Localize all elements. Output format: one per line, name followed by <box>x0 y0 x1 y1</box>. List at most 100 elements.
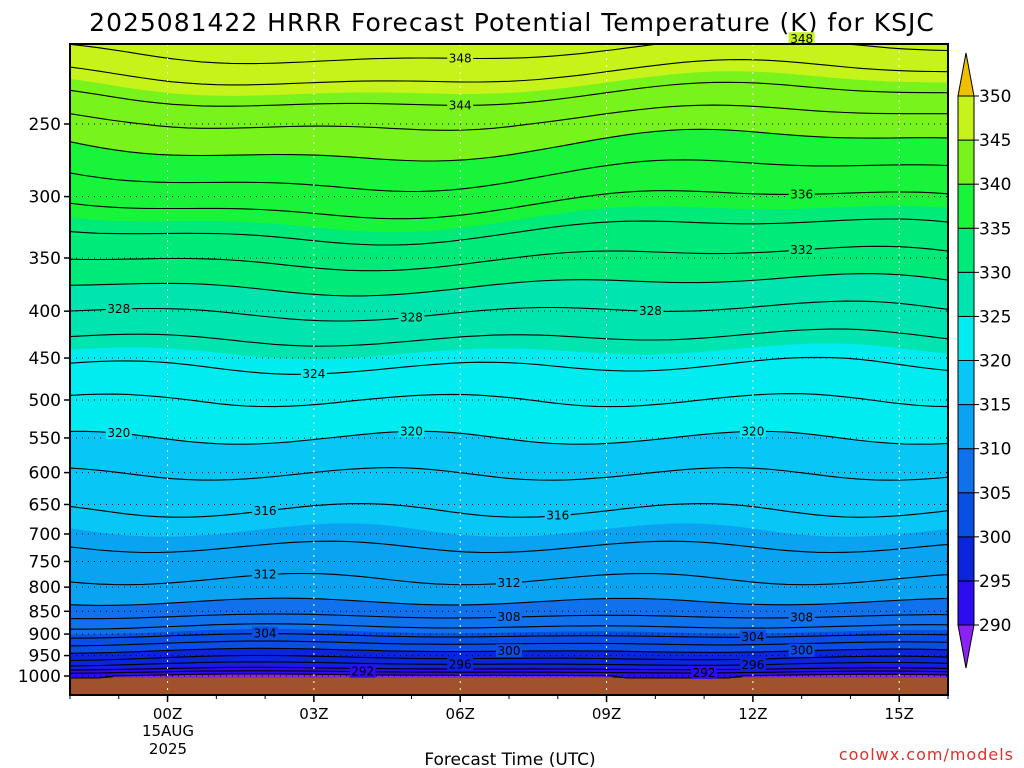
contour-label-bg-292-1 <box>691 665 718 679</box>
contour-298 <box>69 654 949 662</box>
contour-label-300-1: 300 <box>790 644 813 658</box>
contour-326 <box>69 328 949 347</box>
contour-324 <box>69 356 949 375</box>
contour-labels: 348 348 344 336 332 328 328 328 324 320 320 320 316 3… <box>105 32 815 680</box>
colorbar-label-315: 315 <box>979 396 1011 416</box>
contour-label-308-1: 308 <box>790 611 813 625</box>
colorbar-segment-315 <box>957 360 975 406</box>
contour-label-bg-300-1 <box>788 643 815 657</box>
y-tick-label-750: 750 <box>29 552 61 572</box>
colorbar-top-arrow <box>957 52 975 97</box>
contour-label-bg-320-2 <box>739 424 766 438</box>
axes: 250 300 350 400 450 500 550 600 650 700 750 800 850 9… <box>18 43 949 723</box>
contour-344 <box>69 81 948 107</box>
contour-label-344-0: 344 <box>449 98 472 112</box>
credit-text: coolwx.com/models <box>839 745 1014 764</box>
contour-label-292-1: 292 <box>693 666 716 680</box>
colorbar-segment-310 <box>957 404 975 450</box>
contour-label-bg-296-0 <box>447 657 474 671</box>
colorbar-label-345: 345 <box>979 131 1011 151</box>
y-tick-label-500: 500 <box>29 391 61 411</box>
contour-label-320-1: 320 <box>400 424 423 438</box>
contour-330 <box>69 273 949 297</box>
x-tick-label-12Z: 12Z <box>738 705 767 723</box>
contour-label-296-1: 296 <box>741 658 764 672</box>
colorbar-segment-300 <box>957 492 975 538</box>
contour-label-336-0: 336 <box>790 187 813 201</box>
colorbar-segment-345 <box>957 95 975 141</box>
contour-label-328-1: 328 <box>400 310 423 324</box>
contour-label-bg-328-0 <box>105 302 132 316</box>
contour-302 <box>69 640 949 647</box>
colorbar-segment-295 <box>957 536 975 582</box>
contour-label-bg-316-1 <box>544 508 571 522</box>
contour-310 <box>69 597 949 606</box>
contour-label-bg-304-0 <box>252 626 279 640</box>
y-tick-label-650: 650 <box>29 495 61 515</box>
contour-label-bg-328-1 <box>398 310 425 324</box>
contour-label-308-0: 308 <box>498 610 521 624</box>
y-tick-label-950: 950 <box>29 647 61 667</box>
x-tick-label-15Z: 15Z <box>885 705 914 723</box>
x-tick-label-03Z: 03Z <box>299 705 328 723</box>
contour-label-348-1: 348 <box>790 32 813 46</box>
y-tick-label-300: 300 <box>29 188 61 208</box>
theta-band-315 <box>69 431 949 537</box>
colorbar-label-340: 340 <box>979 175 1011 195</box>
ground-surface <box>70 677 948 695</box>
y-tick-label-1000: 1000 <box>18 667 61 687</box>
contour-label-320-0: 320 <box>107 426 130 440</box>
x-date-line1: 15AUG <box>142 722 194 740</box>
colorbar-segment-340 <box>957 139 975 185</box>
y-tick-label-550: 550 <box>29 429 61 449</box>
contour-306 <box>70 623 949 630</box>
contour-304 <box>69 633 949 639</box>
contour-label-bg-312-0 <box>252 567 279 581</box>
contour-label-bg-308-0 <box>496 610 522 624</box>
contour-292 <box>69 670 949 674</box>
contour-label-292-0: 292 <box>351 665 374 679</box>
contour-342 <box>69 104 948 131</box>
colorbar-label-350: 350 <box>979 87 1011 107</box>
contour-label-348-0: 348 <box>449 51 472 65</box>
contour-label-bg-316-0 <box>252 503 279 517</box>
contour-label-bg-304-1 <box>739 630 766 644</box>
colorbar-bottom-arrow <box>957 624 975 669</box>
colorbar-label-310: 310 <box>979 440 1011 460</box>
colorbar-segment-320 <box>957 315 975 361</box>
contour-label-bg-308-1 <box>788 610 815 624</box>
colorbar-label-330: 330 <box>979 263 1011 283</box>
colorbar-label-335: 335 <box>979 219 1011 239</box>
contour-290 <box>70 673 949 679</box>
contour-label-bg-296-1 <box>739 657 766 671</box>
contour-label-316-0: 316 <box>254 504 277 518</box>
contour-334 <box>69 218 949 246</box>
colorbar-label-295: 295 <box>979 572 1011 592</box>
contour-label-bg-328-2 <box>637 304 664 318</box>
y-tick-label-800: 800 <box>29 578 61 598</box>
contour-label-bg-292-0 <box>349 664 376 678</box>
contour-322 <box>69 393 949 408</box>
contour-314 <box>69 540 949 554</box>
contour-label-bg-336-0 <box>788 187 815 201</box>
contour-label-300-0: 300 <box>498 644 521 658</box>
contour-346 <box>69 59 949 86</box>
contour-label-316-1: 316 <box>546 509 569 523</box>
contour-296 <box>69 661 949 667</box>
contour-316 <box>69 503 949 518</box>
y-tick-label-450: 450 <box>29 349 61 369</box>
colorbar-label-290: 290 <box>979 616 1011 636</box>
colorbar-segment-335 <box>957 183 975 229</box>
colorbar-segment-325 <box>957 271 975 317</box>
colorbar-label-300: 300 <box>979 528 1011 548</box>
contour-label-bg-300-0 <box>496 644 522 658</box>
contour-label-bg-320-1 <box>398 424 425 438</box>
contour-328 <box>69 300 949 322</box>
contour-label-bg-312-1 <box>496 576 522 590</box>
contour-338 <box>69 159 949 193</box>
y-tick-label-250: 250 <box>29 115 61 135</box>
colorbar-segment-305 <box>957 448 975 494</box>
contour-label-bg-348-0 <box>447 51 474 65</box>
contour-label-304-1: 304 <box>741 630 764 644</box>
contour-label-bg-348-1 <box>788 32 815 46</box>
